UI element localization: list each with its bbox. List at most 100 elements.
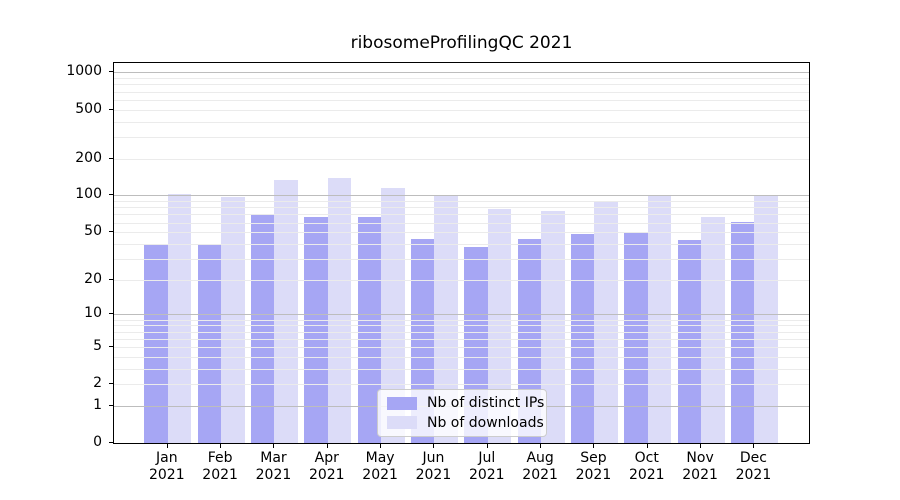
- y-axis-tick-label: 50: [84, 223, 102, 240]
- x-axis-tick: [326, 444, 328, 448]
- y-axis-tick-label: 5: [93, 337, 102, 354]
- y-axis-tick: [109, 108, 113, 110]
- y-axis-tick-label: 100: [75, 186, 102, 203]
- bar-nb-of-downloads: [647, 194, 672, 443]
- x-axis-tick: [433, 444, 435, 448]
- x-axis-tick: [753, 444, 755, 448]
- legend-label: Nb of downloads: [427, 414, 544, 431]
- plot-area: [113, 62, 810, 444]
- gridline-minor: [114, 319, 809, 321]
- x-axis-tick-label: Oct 2021: [628, 450, 665, 483]
- gridline-minor: [114, 232, 809, 234]
- gridline-minor: [114, 222, 809, 224]
- x-axis-tick: [273, 444, 275, 448]
- bar-nb-of-downloads: [594, 201, 618, 443]
- x-axis-tick: [166, 444, 168, 448]
- y-axis-tick: [109, 442, 113, 443]
- gridline-minor: [114, 384, 809, 386]
- legend-swatch: [387, 416, 417, 430]
- y-axis-tick-label: 500: [75, 100, 102, 117]
- x-axis-tick: [593, 444, 595, 448]
- bar-nb-of-distinct-ips: [144, 243, 168, 443]
- x-axis-tick: [380, 444, 382, 448]
- x-axis-tick-label: Feb 2021: [202, 450, 238, 483]
- y-axis-tick-label: 20: [84, 270, 102, 287]
- gridline-minor: [114, 368, 809, 370]
- bar-nb-of-distinct-ips: [677, 240, 702, 443]
- gridline-minor: [114, 201, 809, 202]
- x-axis-tick: [700, 444, 702, 448]
- y-axis-tick-label: 10: [84, 305, 102, 322]
- y-axis-tick-label: 2: [93, 375, 102, 392]
- x-axis-tick: [486, 444, 488, 448]
- bar-nb-of-downloads: [541, 211, 565, 443]
- x-axis-tick-label: Apr 2021: [308, 450, 345, 483]
- bar-nb-of-distinct-ips: [197, 245, 222, 443]
- x-axis-tick-label: Mar 2021: [255, 450, 292, 483]
- bar-nb-of-distinct-ips: [250, 213, 275, 443]
- legend-item: Nb of downloads: [387, 415, 544, 431]
- y-axis-tick-label: 0: [93, 434, 102, 450]
- y-axis-tick-label: 200: [75, 149, 102, 166]
- legend-item: Nb of distinct IPs: [387, 395, 544, 411]
- gridline-minor: [114, 136, 809, 138]
- bar-nb-of-downloads: [167, 193, 192, 443]
- gridline-minor: [114, 338, 809, 340]
- bar-nb-of-distinct-ips: [357, 217, 382, 443]
- gridline-major: [114, 72, 809, 74]
- bar-nb-of-downloads: [701, 217, 725, 443]
- gridline-major: [114, 314, 809, 316]
- bar-nb-of-downloads: [754, 194, 778, 443]
- legend-label: Nb of distinct IPs: [427, 395, 545, 412]
- gridline-minor: [114, 121, 809, 123]
- x-axis-tick: [540, 444, 542, 448]
- gridline-minor: [114, 331, 809, 333]
- bar-nb-of-distinct-ips: [304, 216, 328, 443]
- y-axis-tick-label: 1000: [66, 63, 102, 80]
- y-axis-tick: [109, 157, 113, 159]
- bar-nb-of-downloads: [381, 188, 405, 443]
- y-axis-tick: [109, 313, 113, 315]
- x-axis-tick-label: May 2021: [362, 450, 398, 483]
- gridline-minor: [114, 346, 809, 348]
- bar-nb-of-distinct-ips: [624, 232, 648, 443]
- gridline-minor: [114, 78, 809, 79]
- x-axis-tick: [646, 444, 648, 448]
- x-axis-tick: [220, 444, 222, 448]
- gridline-minor: [114, 279, 809, 281]
- bar-nb-of-downloads: [434, 194, 458, 443]
- gridline-minor: [114, 207, 809, 209]
- chart-title: ribosomeProfilingQC 2021: [350, 33, 573, 53]
- gridline-minor: [114, 99, 809, 101]
- bar-nb-of-downloads: [274, 179, 298, 443]
- y-axis-tick: [109, 345, 113, 347]
- gridline-major: [114, 195, 809, 197]
- y-axis-tick: [109, 194, 113, 196]
- gridline-minor: [114, 258, 809, 260]
- bar-nb-of-downloads: [327, 177, 352, 443]
- gridline-minor: [114, 84, 809, 86]
- y-axis-tick-label: 1: [93, 396, 102, 413]
- gridline-minor: [114, 325, 809, 327]
- gridline-minor: [114, 109, 809, 111]
- legend: Nb of distinct IPs Nb of downloads: [377, 389, 547, 437]
- legend-swatch: [387, 396, 417, 410]
- y-axis-tick: [109, 278, 113, 280]
- x-axis-tick-label: Jul 2021: [468, 450, 505, 483]
- x-axis-tick-label: Dec 2021: [735, 450, 772, 483]
- x-axis-tick-label: Nov 2021: [682, 450, 718, 483]
- y-axis-tick: [109, 404, 113, 406]
- gridline-minor: [114, 91, 809, 93]
- x-axis-tick-label: Aug 2021: [522, 450, 558, 483]
- x-axis-tick-label: Jun 2021: [415, 450, 452, 483]
- x-axis-tick-label: Jan 2021: [148, 450, 185, 483]
- gridline-minor: [114, 356, 809, 358]
- gridline-minor: [114, 214, 809, 216]
- gridline-minor: [114, 158, 809, 160]
- y-axis-tick: [109, 71, 113, 73]
- y-axis-tick: [109, 383, 113, 385]
- x-axis-tick-label: Sep 2021: [575, 450, 612, 483]
- gridline-minor: [114, 243, 809, 245]
- y-axis-tick: [109, 231, 113, 233]
